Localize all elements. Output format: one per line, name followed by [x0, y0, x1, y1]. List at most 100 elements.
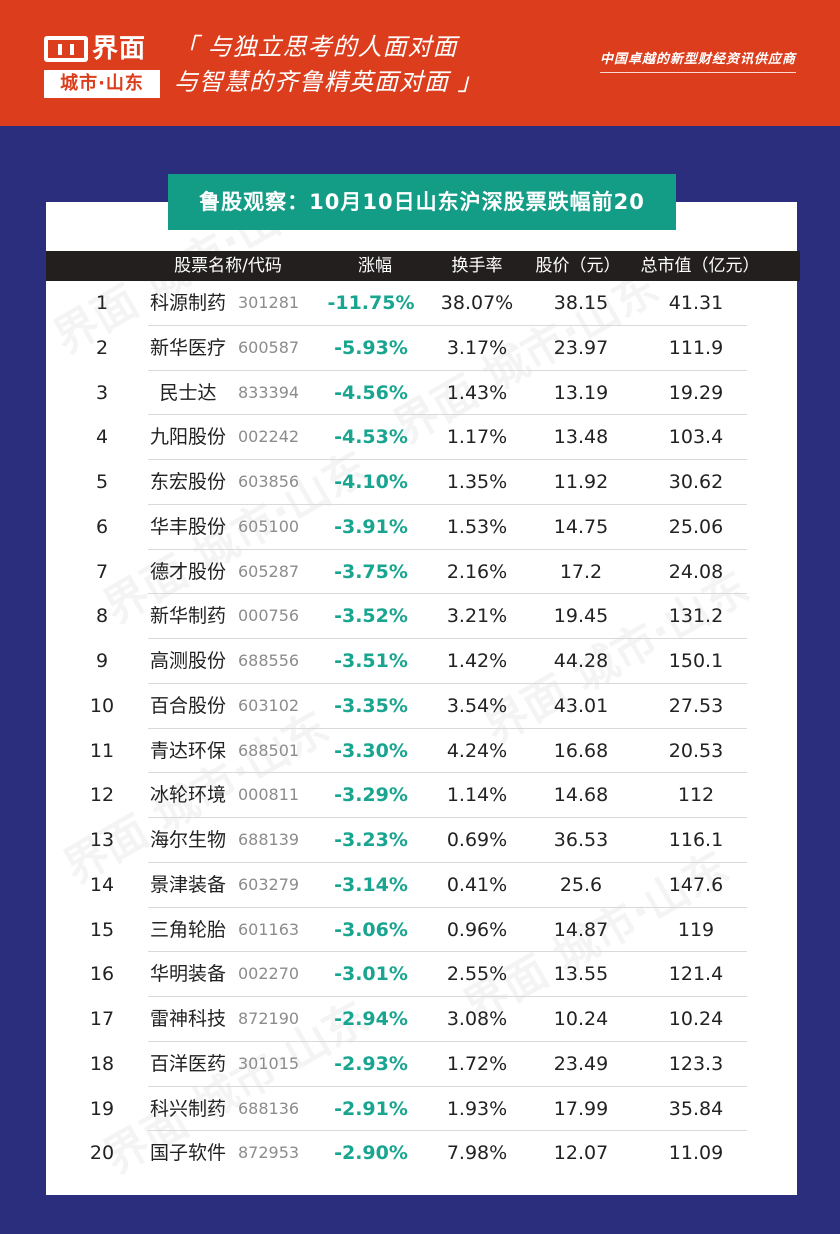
market-cap-cell: 20.53 — [668, 739, 724, 762]
price-cell: 14.87 — [553, 918, 609, 941]
market-cap-cell: 123.3 — [668, 1052, 724, 1075]
stock-code: 601163 — [238, 919, 300, 939]
turnover-cell: 7.98% — [446, 1142, 508, 1165]
price-cell: 16.68 — [553, 739, 609, 762]
price-cell: 43.01 — [553, 694, 609, 717]
table-row: 1 科源制药 301281 -11.75% 38.07% 38.15 41.31 — [46, 281, 797, 326]
turnover-cell: 3.17% — [446, 336, 508, 359]
table-row: 10 百合股份 603102 -3.35% 3.54% 43.01 27.53 — [46, 684, 797, 729]
turnover-cell: 1.14% — [446, 784, 508, 807]
rank-cell: 4 — [95, 426, 109, 449]
stock-code: 872190 — [238, 1009, 300, 1028]
turnover-cell: 38.07% — [440, 292, 514, 314]
price-cell: 17.2 — [559, 560, 603, 583]
change-cell: -11.75% — [327, 292, 415, 314]
stock-code: 603102 — [238, 695, 300, 715]
slogan: 「 与独立思考的人面对面 与智慧的齐鲁精英面对面 」 — [174, 30, 483, 100]
change-cell: -3.06% — [334, 918, 408, 941]
stock-name: 科兴制药 — [149, 1097, 226, 1120]
rank-cell: 11 — [89, 739, 115, 762]
rank-cell: 15 — [89, 918, 115, 941]
market-cap-cell: 30.62 — [668, 471, 724, 493]
price-cell: 38.15 — [553, 292, 609, 314]
turnover-cell: 1.72% — [446, 1052, 508, 1075]
market-cap-cell: 111.9 — [668, 336, 724, 359]
brand-sub: 城市·山东 — [44, 70, 160, 98]
turnover-cell: 2.55% — [446, 963, 508, 986]
market-cap-cell: 11.09 — [668, 1142, 724, 1165]
market-cap-cell: 41.31 — [668, 292, 724, 314]
market-cap-cell: 10.24 — [668, 1008, 724, 1030]
turnover-cell: 3.21% — [446, 605, 508, 628]
price-cell: 13.19 — [553, 381, 609, 404]
stock-name: 三角轮胎 — [149, 918, 226, 941]
slogan-line-2: 与智慧的齐鲁精英面对面 」 — [174, 68, 483, 96]
stock-code: 605287 — [238, 561, 300, 581]
rank-cell: 6 — [95, 515, 109, 538]
rank-cell: 10 — [89, 694, 115, 717]
col-header-turnover: 换手率 — [451, 256, 503, 276]
col-header-name-code: 股票名称/代码 — [174, 256, 282, 276]
table-row: 20 国子软件 872953 -2.90% 7.98% 12.07 11.09 — [46, 1131, 797, 1176]
stock-code: 872953 — [238, 1143, 300, 1163]
stock-name: 百合股份 — [149, 694, 226, 717]
table-row: 6 华丰股份 605100 -3.91% 1.53% 14.75 25.06 — [46, 505, 797, 550]
price-cell: 14.75 — [553, 515, 609, 538]
rank-cell: 2 — [95, 336, 109, 359]
market-cap-cell: 121.4 — [668, 963, 724, 986]
price-cell: 13.55 — [553, 963, 609, 986]
turnover-cell: 0.41% — [446, 873, 508, 896]
turnover-cell: 1.53% — [446, 515, 508, 538]
stock-code: 688556 — [238, 651, 300, 670]
market-cap-cell: 103.4 — [668, 426, 724, 449]
table-row: 16 华明装备 002270 -3.01% 2.55% 13.55 121.4 — [46, 952, 797, 997]
slogan-line-1: 「 与独立思考的人面对面 — [174, 33, 458, 61]
rank-cell: 12 — [89, 784, 115, 807]
turnover-cell: 2.16% — [446, 560, 508, 583]
stock-code: 301015 — [238, 1053, 300, 1073]
market-cap-cell: 35.84 — [668, 1097, 724, 1120]
change-cell: -2.94% — [334, 1008, 408, 1030]
stock-code: 688501 — [238, 740, 300, 760]
rank-cell: 3 — [95, 381, 109, 404]
stock-name: 高测股份 — [149, 650, 226, 672]
stock-name: 华丰股份 — [149, 515, 226, 538]
stock-code: 600587 — [238, 337, 300, 357]
change-cell: -3.14% — [334, 873, 408, 896]
tagline: 中国卓越的新型财经资讯供应商 — [599, 48, 796, 73]
table-row: 9 高测股份 688556 -3.51% 1.42% 44.28 150.1 — [46, 639, 797, 684]
price-cell: 10.24 — [553, 1008, 609, 1030]
change-cell: -2.93% — [334, 1052, 408, 1075]
table-row: 3 民士达 833394 -4.56% 1.43% 13.19 19.29 — [46, 371, 797, 416]
change-cell: -2.91% — [334, 1097, 408, 1120]
price-cell: 36.53 — [553, 829, 609, 851]
turnover-cell: 1.17% — [446, 426, 508, 449]
page-header: 界面 城市·山东 「 与独立思考的人面对面 与智慧的齐鲁精英面对面 」 中国卓越… — [0, 0, 840, 126]
change-cell: -3.51% — [334, 650, 408, 672]
stock-code: 002242 — [238, 427, 300, 447]
rank-cell: 9 — [95, 650, 109, 672]
change-cell: -4.10% — [334, 471, 408, 493]
stock-name: 科源制药 — [149, 292, 226, 314]
table-row: 18 百洋医药 301015 -2.93% 1.72% 23.49 123.3 — [46, 1042, 797, 1087]
price-cell: 25.6 — [559, 873, 603, 896]
change-cell: -3.35% — [334, 694, 408, 717]
price-cell: 11.92 — [553, 471, 609, 493]
stock-name: 新华医疗 — [149, 336, 226, 359]
change-cell: -3.52% — [334, 605, 408, 628]
market-cap-cell: 25.06 — [668, 515, 724, 538]
stock-name: 景津装备 — [149, 873, 226, 896]
change-cell: -2.90% — [334, 1142, 408, 1165]
price-cell: 14.68 — [553, 784, 609, 807]
turnover-cell: 0.69% — [446, 829, 508, 851]
price-cell: 13.48 — [553, 426, 609, 449]
stock-name: 雷神科技 — [149, 1008, 226, 1030]
table-row: 12 冰轮环境 000811 -3.29% 1.14% 14.68 112 — [46, 773, 797, 818]
stock-code: 002270 — [238, 964, 300, 984]
table-row: 19 科兴制药 688136 -2.91% 1.93% 17.99 35.84 — [46, 1087, 797, 1132]
market-cap-cell: 119 — [677, 918, 715, 941]
change-cell: -3.23% — [334, 829, 408, 851]
rank-cell: 1 — [95, 292, 109, 314]
stock-code: 688136 — [238, 1098, 300, 1118]
table-row: 13 海尔生物 688139 -3.23% 0.69% 36.53 116.1 — [46, 818, 797, 863]
